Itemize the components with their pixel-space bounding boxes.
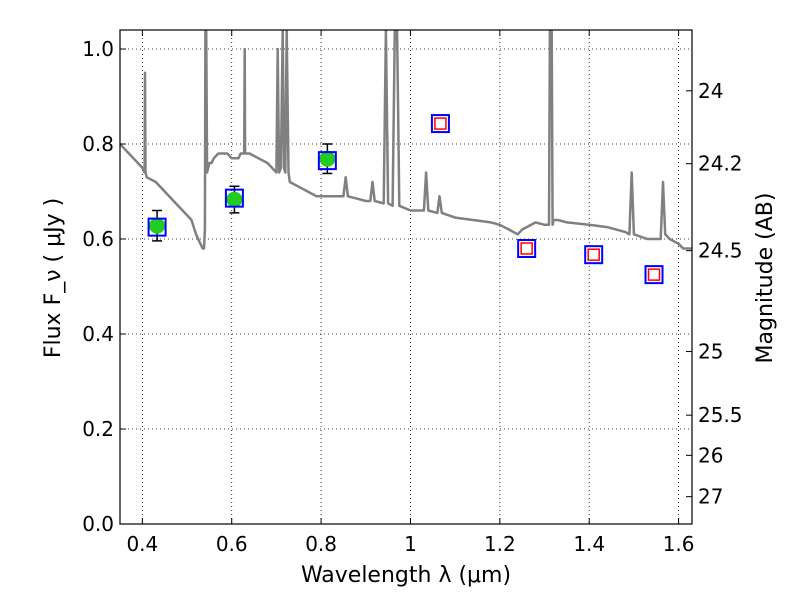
x-axis-label: Wavelength λ (μm) xyxy=(301,563,511,588)
nondetection-box xyxy=(647,268,661,281)
model-band-box xyxy=(430,114,450,134)
y-tick-label: 0.4 xyxy=(82,322,114,346)
model-band-box xyxy=(147,217,167,237)
magnitude-axis-label-text: Magnitude (AB) xyxy=(753,193,778,364)
magnitude-tick-label: 24 xyxy=(698,79,723,103)
x-axis-label-text: Wavelength λ (μm) xyxy=(301,563,511,588)
y-axis-label-text: Flux F_ν ( μJy ) xyxy=(41,198,66,358)
model-spectrum-line xyxy=(120,30,692,250)
markers-layer xyxy=(147,114,664,285)
x-tick-label: 1.2 xyxy=(484,532,516,556)
x-tick-label: 0.4 xyxy=(126,532,158,556)
x-tick-label: 1.4 xyxy=(573,532,605,556)
nondetection-box xyxy=(434,117,447,130)
x-tick-label: 0.8 xyxy=(305,532,337,556)
y-tick-label: 1.0 xyxy=(82,37,114,61)
magnitude-tick-label: 25.5 xyxy=(698,403,743,427)
magnitude-tick-label: 25 xyxy=(698,340,723,364)
nondetection-box xyxy=(587,248,600,261)
y-tick-label: 0.0 xyxy=(82,512,114,536)
detected-flux-point xyxy=(319,150,336,167)
model-band-box xyxy=(224,188,244,208)
plot-background xyxy=(120,30,692,524)
x-tick-label: 0.6 xyxy=(216,532,248,556)
detected-flux-point xyxy=(149,217,166,234)
magnitude-tick-label: 26 xyxy=(698,443,723,467)
ticks: 0.4 0.6 0.8 1 1.2 1.4 1.6 0.0 0.2 0.4 0.6 0.8 1.0 24 2… xyxy=(82,30,743,556)
magnitude-tick-label: 24.5 xyxy=(698,239,743,263)
plot-frame xyxy=(119,29,693,525)
magnitude-axis-label: Magnitude (AB) xyxy=(753,193,778,364)
y-tick-label: 0.8 xyxy=(82,132,114,156)
model-band-box xyxy=(517,239,537,258)
spectrum-layer xyxy=(120,30,692,250)
magnitude-tick-label: 24.2 xyxy=(698,152,743,176)
y-tick-label: 0.6 xyxy=(82,227,114,251)
model-band-box xyxy=(644,265,664,285)
nondetection-box xyxy=(520,242,533,255)
y-tick-label: 0.2 xyxy=(82,417,114,441)
x-tick-label: 1 xyxy=(404,532,417,556)
x-tick-label: 1.6 xyxy=(663,532,695,556)
magnitude-tick-label: 27 xyxy=(698,485,723,509)
y-axis-label: Flux F_ν ( μJy ) xyxy=(41,198,66,358)
detected-flux-point xyxy=(226,191,243,208)
model-band-box xyxy=(584,245,604,265)
model-band-box xyxy=(317,151,337,171)
